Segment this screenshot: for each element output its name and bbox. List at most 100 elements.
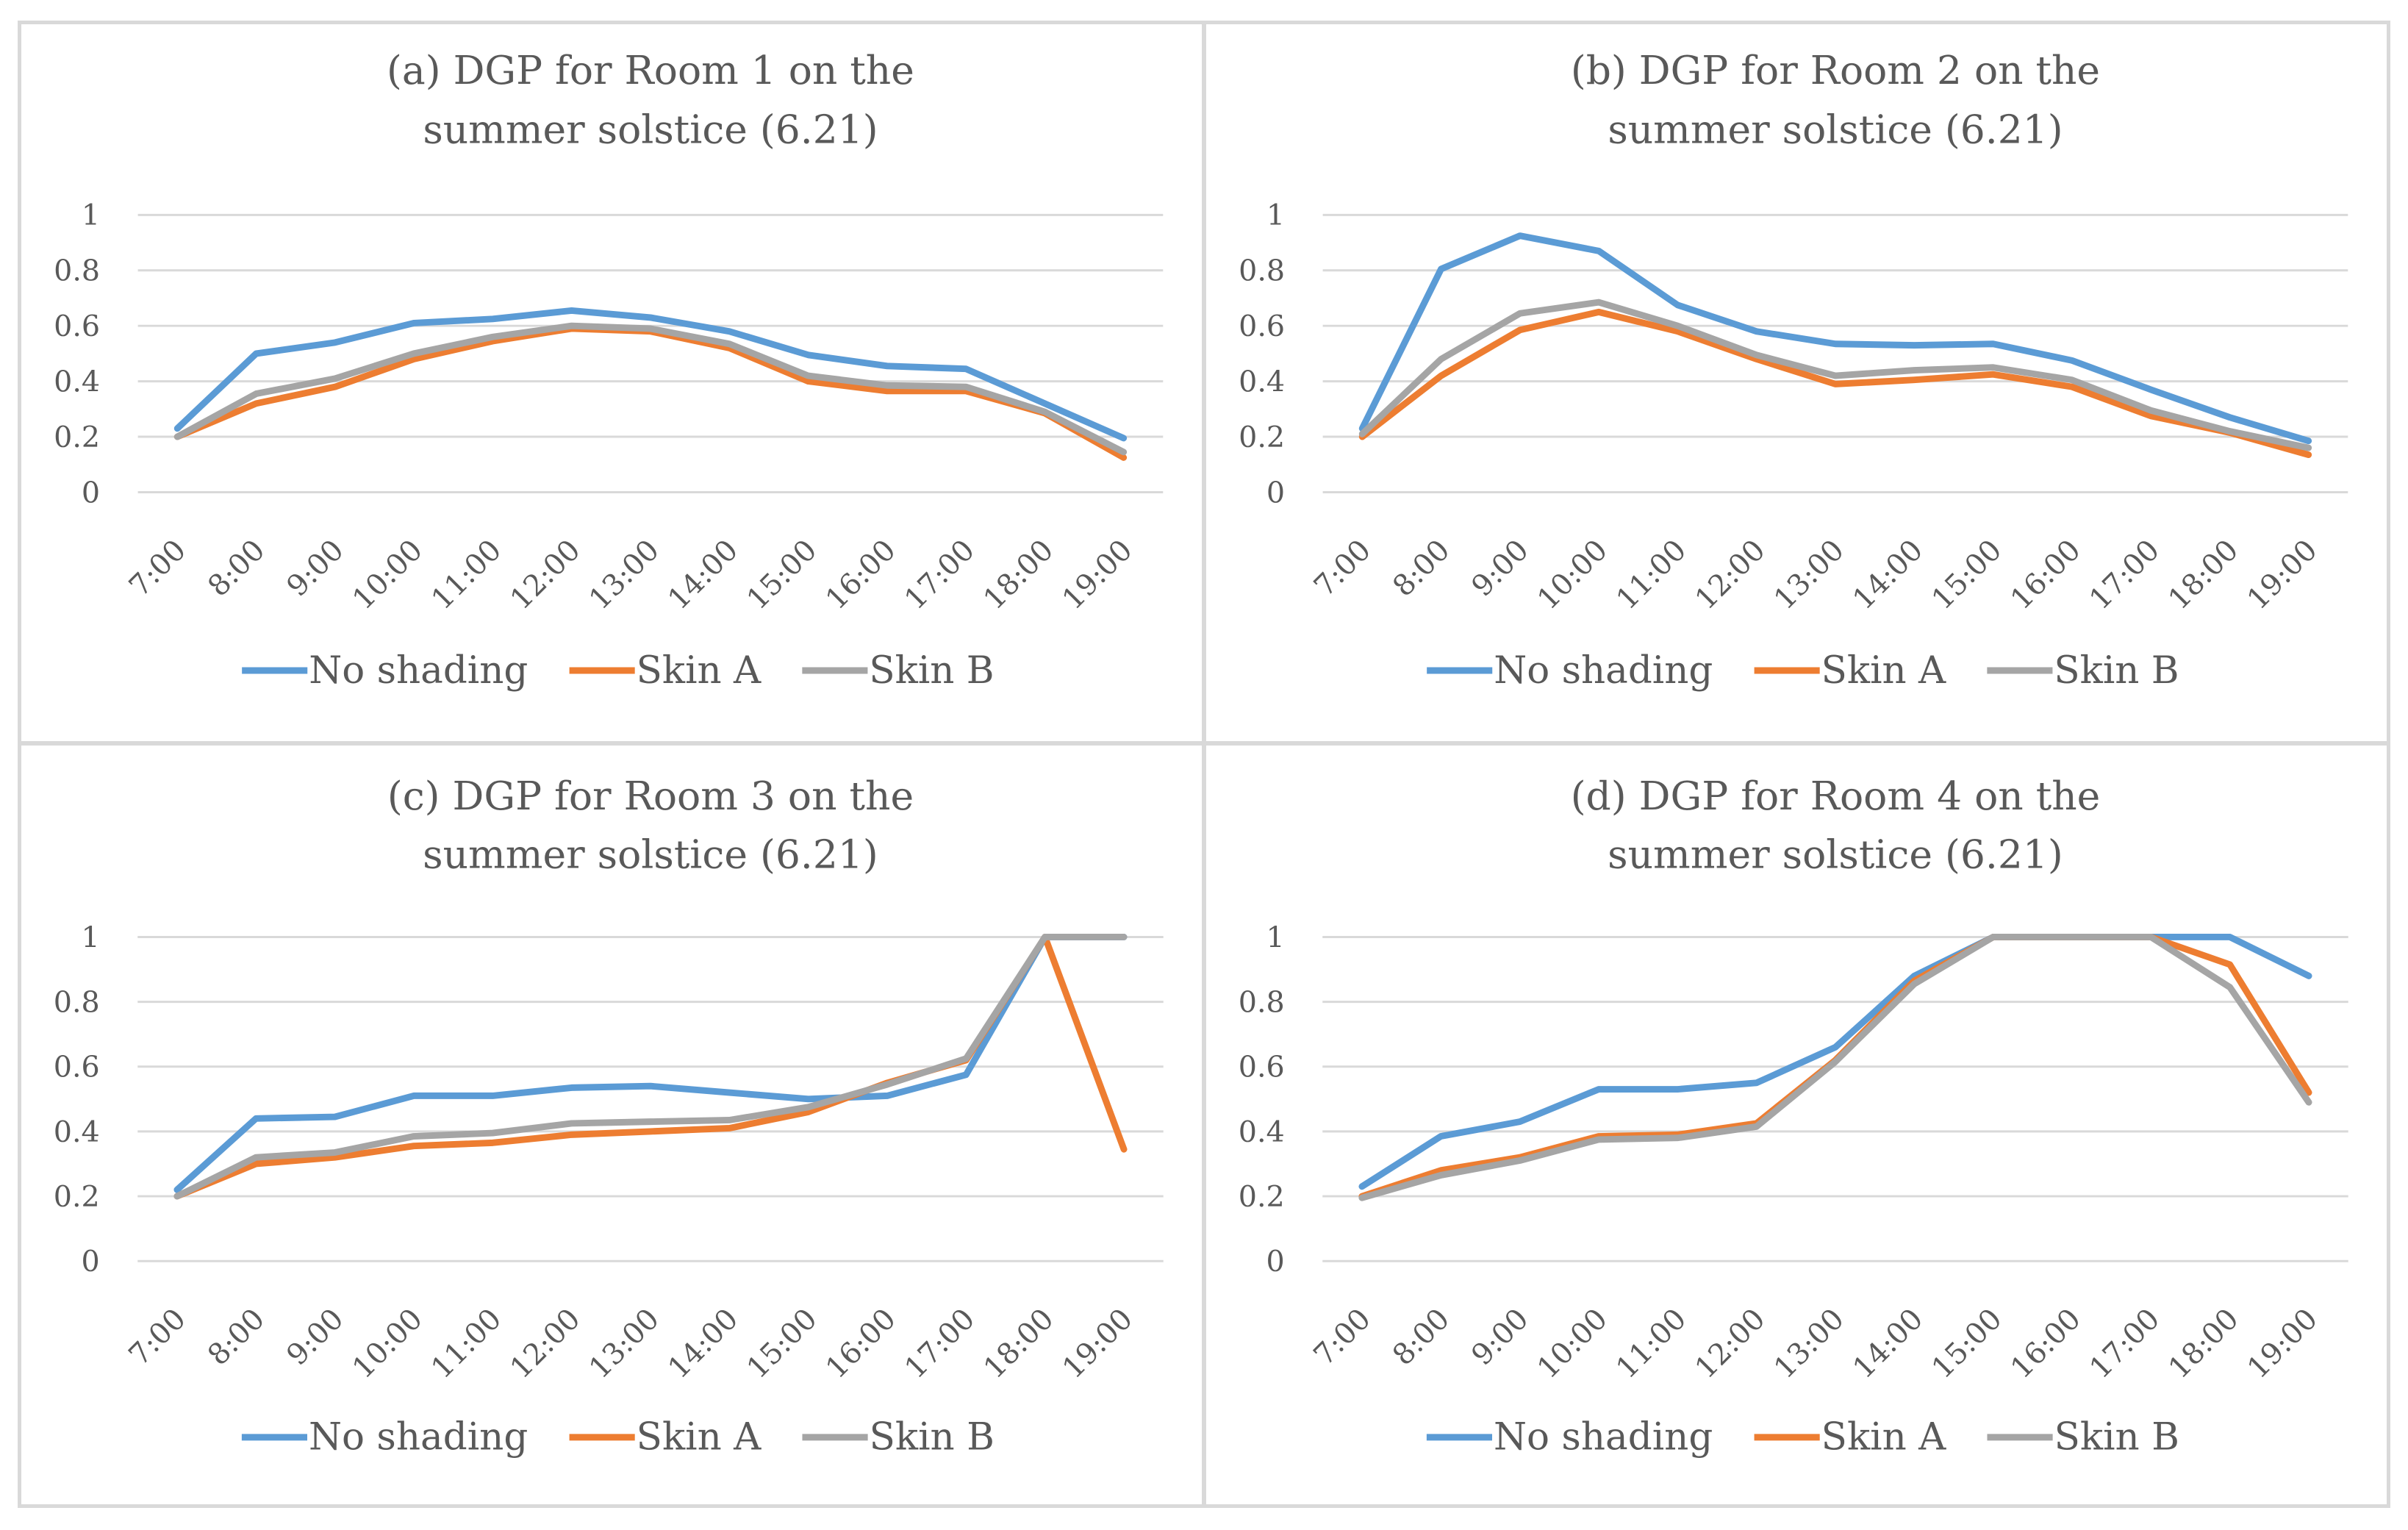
data-point-a-skin-a-19-00 (1121, 454, 1127, 460)
chart-svg-a: (a) DGP for Room 1 on the summer solstice… (54, 47, 1164, 693)
chart-svg-d: (d) DGP for Room 4 on the summer solstice… (1239, 773, 2348, 1459)
x-tick-label-a-14-00: 14:00 (662, 533, 745, 616)
data-point-a-no-shading-9-00 (332, 340, 338, 346)
y-tick-label-b-0-4: 0.4 (1239, 365, 1285, 398)
data-point-a-skin-b-13-00 (648, 326, 653, 332)
data-point-b-skin-a-8-00 (1438, 373, 1444, 379)
x-tick-label-b-14-00: 14:00 (1846, 533, 1929, 616)
series-line-b-skin-b (1358, 299, 2312, 451)
x-tick-label-d-17-00: 17:00 (2083, 1302, 2166, 1385)
data-point-b-skin-b-11-00 (1674, 323, 1680, 329)
data-point-d-skin-b-17-00 (2148, 934, 2154, 940)
data-point-c-skin-a-14-00 (726, 1126, 732, 1132)
x-tick-label-a-18-00: 18:00 (977, 533, 1060, 616)
data-point-c-skin-a-12-00 (569, 1132, 575, 1137)
x-tick-label-d-16-00: 16:00 (2004, 1302, 2088, 1385)
data-point-d-skin-b-10-00 (1596, 1137, 1602, 1143)
data-point-a-skin-b-11-00 (490, 334, 495, 340)
chart-title-a-line-1: (a) DGP for Room 1 on the (387, 47, 914, 93)
series-line-a-no-shading (173, 307, 1128, 442)
legend-label-a-skin-a: Skin A (637, 648, 762, 693)
x-tick-label-b-17-00: 17:00 (2083, 533, 2166, 616)
data-point-d-no-shading-12-00 (1754, 1080, 1760, 1086)
legend-label-c-skin-a: Skin A (637, 1415, 762, 1459)
data-point-a-skin-b-8-00 (254, 391, 259, 397)
data-point-d-skin-b-13-00 (1832, 1059, 1838, 1065)
data-point-a-no-shading-12-00 (569, 307, 575, 313)
data-point-a-no-shading-10-00 (411, 320, 417, 326)
data-point-b-no-shading-11-00 (1674, 302, 1680, 308)
y-tick-label-b-0-2: 0.2 (1239, 421, 1285, 454)
x-tick-label-a-13-00: 13:00 (583, 533, 666, 616)
data-point-a-skin-b-19-00 (1121, 449, 1127, 455)
data-point-d-skin-b-14-00 (1911, 981, 1917, 987)
data-point-a-skin-b-18-00 (1042, 409, 1047, 415)
x-tick-label-d-9-00: 9:00 (1465, 1302, 1535, 1372)
data-point-d-skin-b-19-00 (2306, 1099, 2312, 1105)
y-tick-label-b-0: 0 (1266, 476, 1285, 510)
data-point-b-skin-a-9-00 (1517, 327, 1523, 333)
chart-panel-a: (a) DGP for Room 1 on the summer solstice… (18, 21, 1205, 745)
x-tick-label-a-16-00: 16:00 (820, 533, 903, 616)
y-tick-label-a-1: 1 (82, 199, 100, 232)
x-tick-label-c-10-00: 10:00 (346, 1302, 429, 1385)
data-point-d-no-shading-18-00 (2227, 934, 2233, 940)
y-tick-label-a-0: 0 (82, 476, 100, 510)
legend-label-c-skin-b: Skin B (870, 1415, 995, 1459)
x-tick-label-c-19-00: 19:00 (1056, 1302, 1139, 1385)
x-tick-label-c-14-00: 14:00 (662, 1302, 745, 1385)
x-tick-label-c-15-00: 15:00 (740, 1302, 823, 1385)
x-tick-label-c-13-00: 13:00 (583, 1302, 666, 1385)
data-point-c-skin-b-15-00 (806, 1104, 811, 1110)
x-tick-label-d-8-00: 8:00 (1386, 1302, 1456, 1372)
data-point-d-skin-a-18-00 (2227, 962, 2233, 968)
data-point-c-no-shading-13-00 (648, 1083, 653, 1089)
data-point-c-no-shading-10-00 (411, 1093, 417, 1098)
data-point-a-skin-a-8-00 (254, 401, 259, 407)
data-point-b-no-shading-17-00 (2148, 387, 2154, 393)
data-point-a-skin-b-14-00 (726, 341, 732, 347)
data-point-b-no-shading-14-00 (1911, 343, 1917, 348)
x-tick-label-a-15-00: 15:00 (740, 533, 823, 616)
legend-label-a-no-shading: No shading (309, 648, 528, 693)
data-point-d-no-shading-9-00 (1517, 1119, 1523, 1125)
data-point-d-skin-b-11-00 (1674, 1135, 1680, 1141)
y-tick-label-d-0: 0 (1266, 1245, 1285, 1279)
data-point-c-skin-a-11-00 (490, 1140, 495, 1145)
y-tick-label-d-0-4: 0.4 (1239, 1115, 1285, 1149)
series-line-c-no-shading (173, 934, 1128, 1193)
data-point-a-skin-b-17-00 (963, 384, 969, 390)
data-point-a-skin-b-16-00 (884, 382, 890, 388)
x-tick-label-a-17-00: 17:00 (898, 533, 981, 616)
data-point-b-skin-b-8-00 (1438, 356, 1444, 362)
legend-label-d-skin-b: Skin B (2054, 1415, 2179, 1459)
data-point-b-no-shading-18-00 (2226, 415, 2232, 421)
x-tick-label-c-9-00: 9:00 (280, 1302, 350, 1372)
data-point-b-no-shading-13-00 (1832, 341, 1838, 347)
x-tick-label-c-18-00: 18:00 (977, 1302, 1060, 1385)
x-tick-label-c-17-00: 17:00 (898, 1302, 981, 1385)
data-point-a-no-shading-19-00 (1121, 435, 1127, 441)
data-point-d-no-shading-19-00 (2306, 973, 2312, 979)
x-tick-label-b-7-00: 7:00 (1308, 533, 1377, 603)
x-tick-label-d-18-00: 18:00 (2162, 1302, 2245, 1385)
data-point-a-skin-a-16-00 (884, 388, 890, 394)
data-point-d-skin-b-8-00 (1438, 1172, 1444, 1178)
y-tick-label-d-1: 1 (1266, 920, 1285, 954)
legend-label-b-skin-b: Skin B (2054, 648, 2179, 693)
data-point-b-skin-b-17-00 (2148, 407, 2154, 413)
y-tick-label-b-0-6: 0.6 (1239, 310, 1285, 343)
chart-title-d-line-1: (d) DGP for Room 4 on the (1571, 773, 2101, 819)
data-point-c-no-shading-14-00 (726, 1090, 732, 1095)
data-point-c-skin-a-13-00 (648, 1129, 653, 1134)
data-point-d-skin-b-12-00 (1754, 1123, 1760, 1129)
y-tick-label-c-0-4: 0.4 (54, 1115, 100, 1149)
data-point-b-skin-b-18-00 (2226, 429, 2232, 435)
data-point-c-skin-a-19-00 (1121, 1146, 1127, 1152)
data-point-b-skin-b-19-00 (2306, 445, 2312, 451)
x-tick-label-a-10-00: 10:00 (346, 533, 429, 616)
x-tick-label-b-15-00: 15:00 (1925, 533, 2008, 616)
x-tick-label-d-14-00: 14:00 (1846, 1302, 1929, 1385)
data-point-d-skin-b-9-00 (1517, 1158, 1523, 1164)
